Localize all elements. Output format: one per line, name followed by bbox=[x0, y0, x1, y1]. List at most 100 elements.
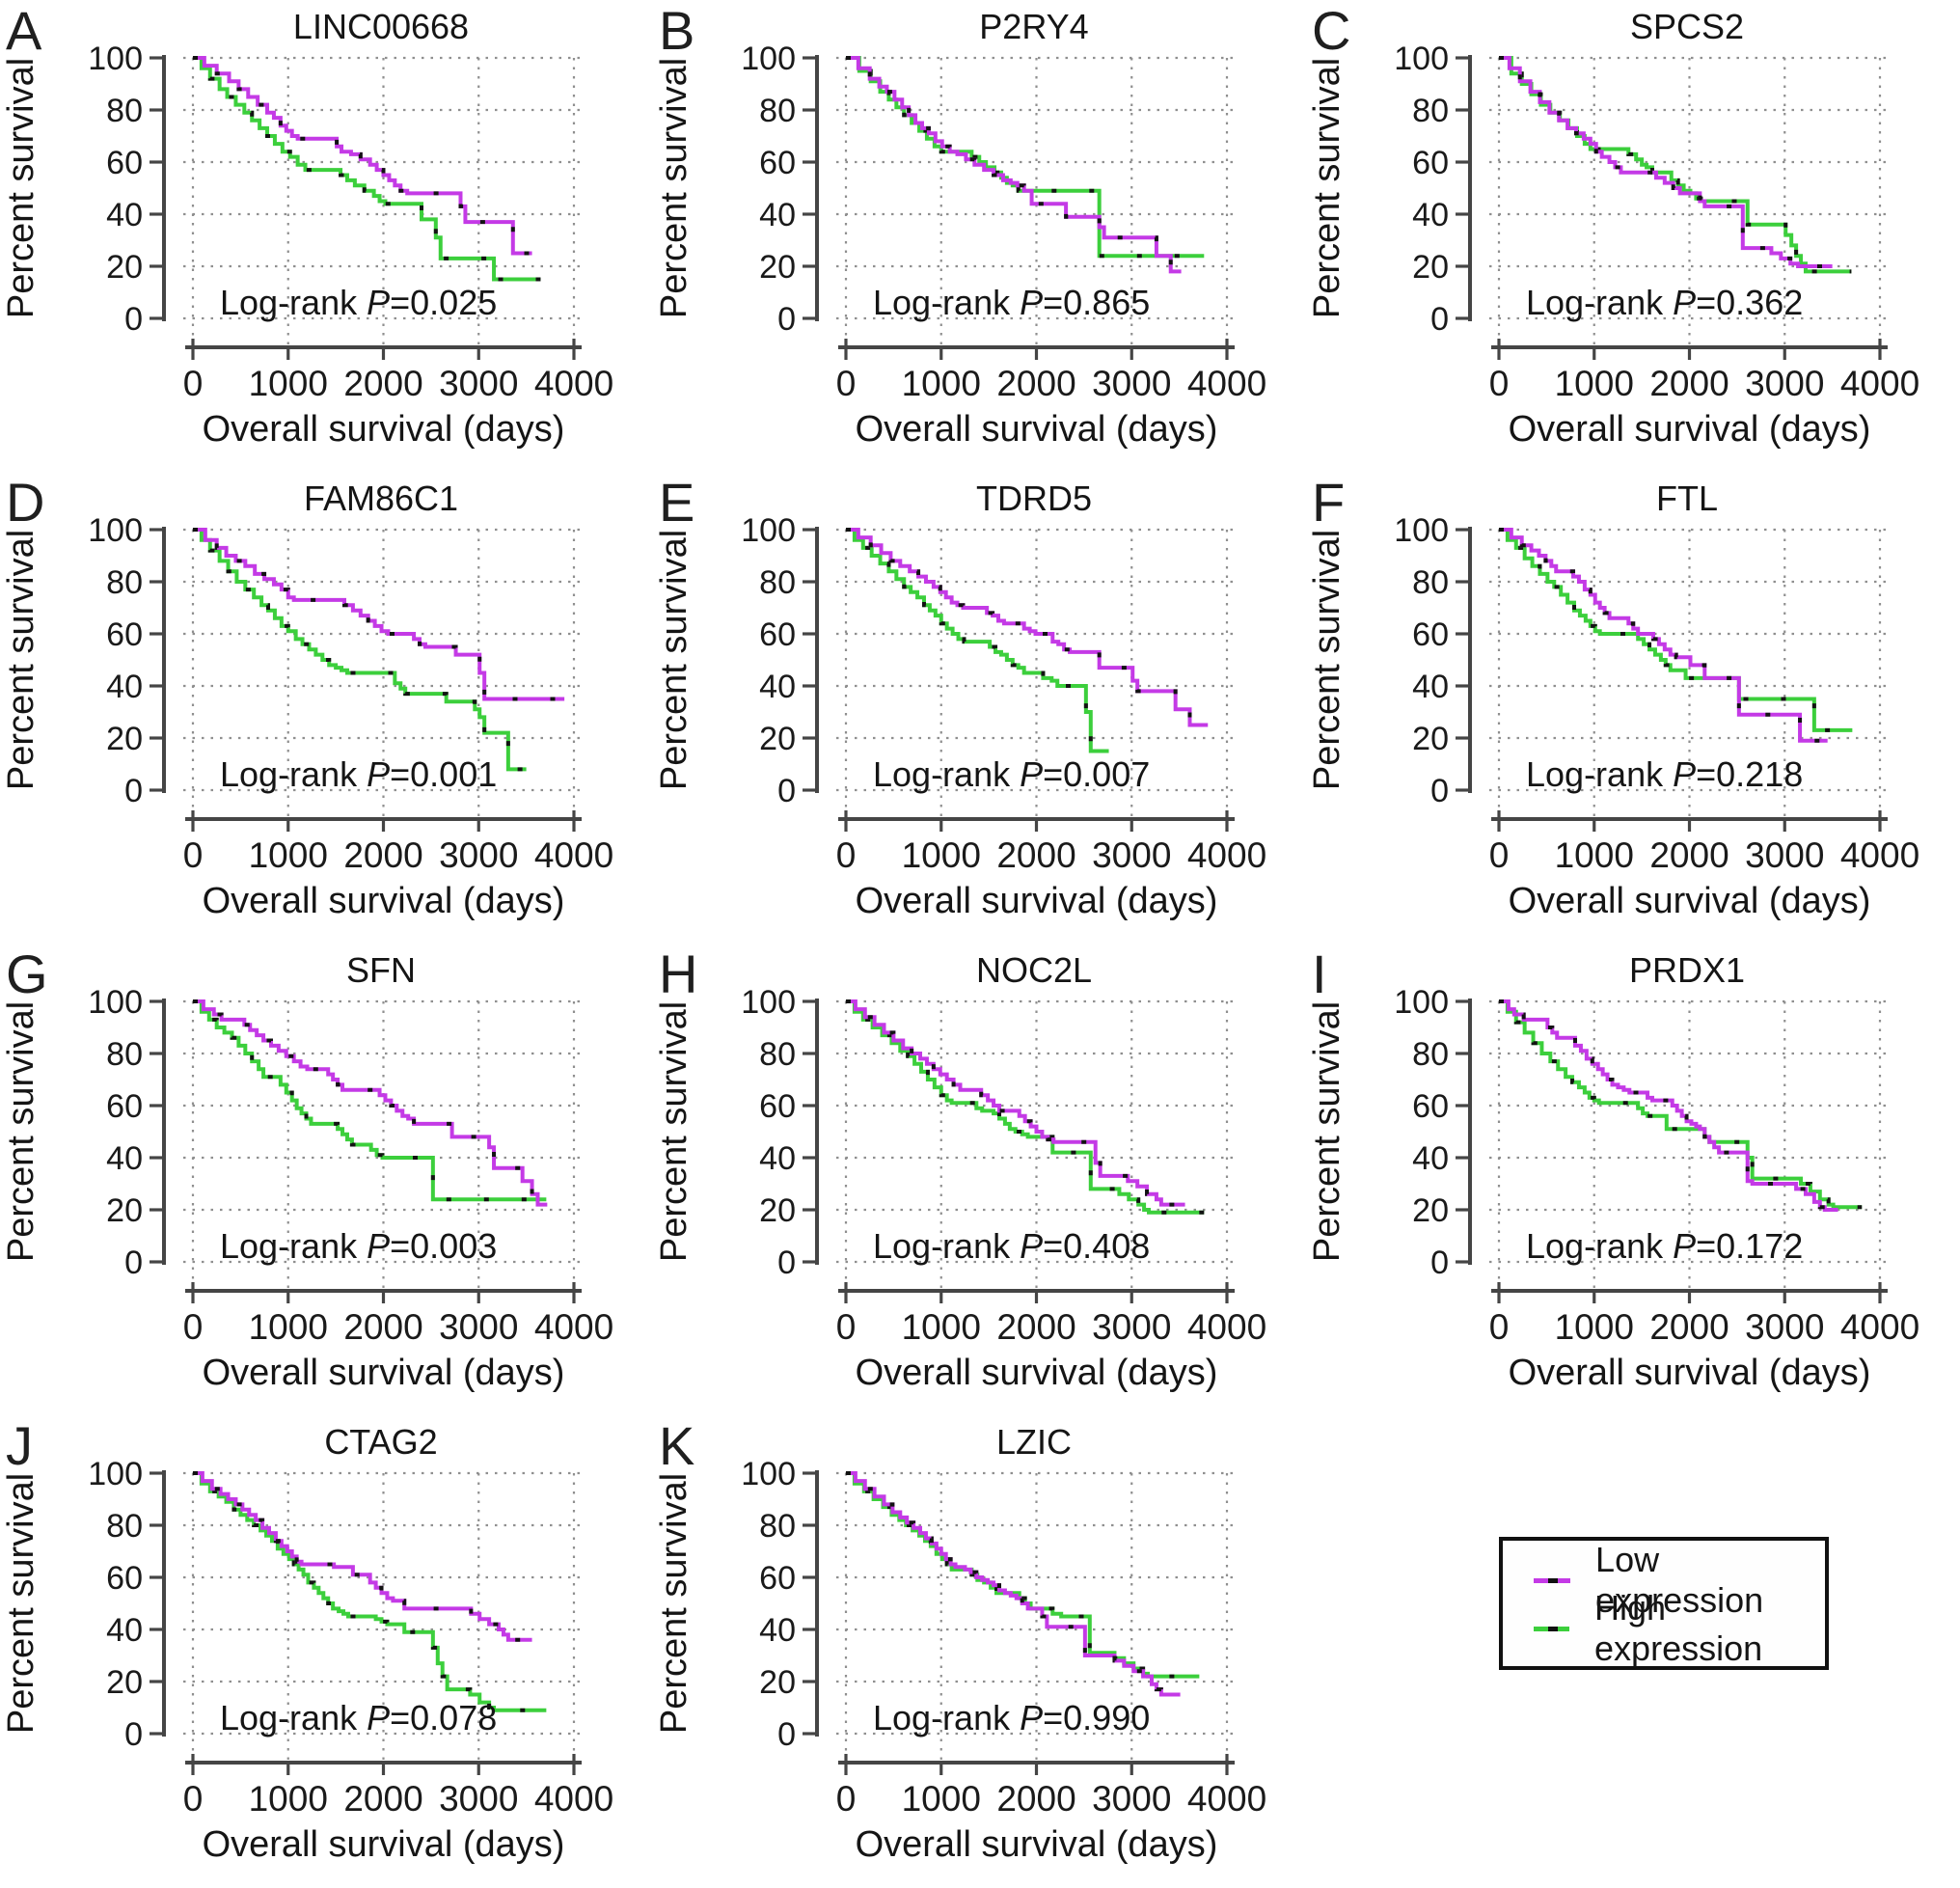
y-tick-label: 80 bbox=[106, 93, 143, 129]
legend-cell: Low expression High expression bbox=[1306, 1415, 1959, 1887]
x-tick-label: 2000 bbox=[996, 364, 1075, 403]
p-value: =0.408 bbox=[1043, 1226, 1151, 1266]
y-tick-label: 40 bbox=[1412, 197, 1449, 233]
panel-title: SFN bbox=[346, 950, 416, 990]
low-expression-line-swatch bbox=[1534, 1577, 1571, 1583]
x-axis-title: Overall survival (days) bbox=[1509, 1353, 1871, 1393]
logrank-pvalue: Log-rank P=0.007 bbox=[873, 754, 1150, 795]
panel-title: PRDX1 bbox=[1628, 950, 1746, 990]
x-axis-title: Overall survival (days) bbox=[1509, 881, 1871, 921]
x-tick-label: 4000 bbox=[534, 364, 613, 403]
km-panel-b: B P2RY4 0 20 40 60 80 100 Percent survival 0 100… bbox=[653, 0, 1306, 472]
km-panel-h: H NOC2L 0 20 40 60 80 100 Percent survival 0 100… bbox=[653, 944, 1306, 1415]
x-axis-title: Overall survival (days) bbox=[856, 409, 1218, 450]
y-tick-label: 60 bbox=[1412, 616, 1449, 653]
x-tick-label: 1000 bbox=[249, 1307, 328, 1347]
x-axis: 0 1000 2000 3000 4000 Overall survival (days) bbox=[836, 810, 1266, 921]
y-tick-label: 20 bbox=[1412, 1192, 1449, 1229]
x-tick-label: 2000 bbox=[996, 835, 1075, 875]
y-axis-title: Percent survival bbox=[1307, 530, 1348, 790]
y-tick-label: 60 bbox=[106, 145, 143, 181]
p-symbol: P bbox=[367, 1226, 391, 1266]
y-tick-label: 0 bbox=[777, 1245, 796, 1281]
km-plot: 0 20 40 60 80 100 Percent survival 0 1000 2000 300… bbox=[1, 984, 613, 1393]
y-tick-label: 100 bbox=[88, 41, 143, 77]
km-panel-c: C SPCS2 0 20 40 60 80 100 Percent survival 0 100… bbox=[1306, 0, 1959, 472]
y-tick-label: 100 bbox=[1394, 512, 1449, 549]
high-expression-curve bbox=[846, 56, 1205, 259]
panel-title: SPCS2 bbox=[1629, 7, 1745, 46]
x-tick-label: 4000 bbox=[1840, 835, 1919, 875]
x-axis-title: Overall survival (days) bbox=[856, 1353, 1218, 1393]
x-axis: 0 1000 2000 3000 4000 Overall survival (days) bbox=[183, 1754, 613, 1865]
gridlines bbox=[836, 56, 1239, 344]
censor-marks bbox=[846, 1471, 1200, 1679]
y-tick-label: 100 bbox=[741, 984, 796, 1021]
x-axis: 0 1000 2000 3000 4000 Overall survival (days) bbox=[1489, 339, 1919, 450]
high-expression-line-swatch bbox=[1534, 1626, 1570, 1631]
y-tick-label: 0 bbox=[777, 773, 796, 809]
low-expression-curve bbox=[846, 999, 1185, 1207]
panel-title: CTAG2 bbox=[324, 1422, 438, 1462]
km-plot: 0 20 40 60 80 100 Percent survival 0 1000 2000 300… bbox=[654, 984, 1266, 1393]
censor-marks bbox=[846, 56, 1182, 274]
low-expression-curve bbox=[846, 528, 1209, 727]
panel-letter: G bbox=[6, 944, 48, 1004]
y-axis: 0 20 40 60 80 100 Percent survival bbox=[654, 41, 819, 338]
p-value: =0.865 bbox=[1043, 283, 1151, 322]
x-axis: 0 1000 2000 3000 4000 Overall survival (days) bbox=[1489, 810, 1919, 921]
x-tick-label: 4000 bbox=[534, 1779, 613, 1819]
panel-letter: F bbox=[1312, 472, 1346, 533]
low-expression-curve bbox=[1499, 999, 1838, 1212]
y-tick-label: 20 bbox=[106, 1192, 143, 1229]
logrank-label: Log-rank bbox=[220, 1698, 358, 1738]
censor-marks bbox=[1499, 56, 1833, 268]
x-axis-title: Overall survival (days) bbox=[203, 409, 565, 450]
x-axis: 0 1000 2000 3000 4000 Overall survival (days) bbox=[1489, 1282, 1919, 1393]
x-tick-label: 0 bbox=[836, 364, 857, 403]
km-panel-a: A LINC00668 0 20 40 60 80 100 Percent survival… bbox=[0, 0, 653, 472]
p-symbol: P bbox=[1673, 283, 1697, 322]
high-expression-curve bbox=[1499, 999, 1863, 1210]
x-tick-label: 0 bbox=[183, 364, 204, 403]
y-tick-label: 40 bbox=[1412, 1140, 1449, 1177]
panel-title: NOC2L bbox=[975, 950, 1093, 990]
p-value: =0.172 bbox=[1696, 1226, 1804, 1266]
y-tick-label: 60 bbox=[759, 616, 796, 653]
x-axis: 0 1000 2000 3000 4000 Overall survival (days) bbox=[836, 339, 1266, 450]
y-tick-label: 80 bbox=[1412, 1036, 1449, 1073]
x-axis-title: Overall survival (days) bbox=[203, 1824, 565, 1865]
logrank-label: Log-rank bbox=[1526, 283, 1664, 322]
x-axis: 0 1000 2000 3000 4000 Overall survival (days) bbox=[183, 339, 613, 450]
x-tick-label: 1000 bbox=[902, 1779, 981, 1819]
x-tick-label: 1000 bbox=[1555, 364, 1634, 403]
y-axis-title: Percent survival bbox=[654, 58, 694, 318]
y-tick-label: 60 bbox=[759, 145, 796, 181]
p-symbol: P bbox=[1020, 283, 1044, 322]
logrank-pvalue: Log-rank P=0.865 bbox=[873, 283, 1150, 323]
y-axis-title: Percent survival bbox=[654, 530, 694, 790]
y-axis: 0 20 40 60 80 100 Percent survival bbox=[654, 984, 819, 1281]
y-tick-label: 100 bbox=[88, 512, 143, 549]
y-tick-label: 40 bbox=[759, 1140, 796, 1177]
x-tick-label: 0 bbox=[183, 835, 204, 875]
y-tick-label: 80 bbox=[759, 1508, 796, 1545]
x-axis-title: Overall survival (days) bbox=[856, 881, 1218, 921]
y-tick-label: 40 bbox=[759, 669, 796, 705]
y-tick-label: 100 bbox=[1394, 984, 1449, 1021]
logrank-label: Log-rank bbox=[873, 283, 1011, 322]
y-tick-label: 40 bbox=[759, 197, 796, 233]
logrank-pvalue: Log-rank P=0.362 bbox=[1526, 283, 1803, 323]
low-expression-curve bbox=[846, 56, 1182, 274]
x-axis: 0 1000 2000 3000 4000 Overall survival (days) bbox=[183, 1282, 613, 1393]
logrank-label: Log-rank bbox=[873, 1698, 1011, 1738]
y-axis: 0 20 40 60 80 100 Percent survival bbox=[1, 41, 166, 338]
legend-item-low-expression: Low expression bbox=[1503, 1540, 1825, 1620]
p-symbol: P bbox=[1020, 1226, 1044, 1266]
x-tick-label: 4000 bbox=[1187, 1307, 1266, 1347]
y-tick-label: 60 bbox=[1412, 1088, 1449, 1125]
x-tick-label: 4000 bbox=[534, 835, 613, 875]
censor-marks bbox=[846, 1471, 1181, 1697]
x-tick-label: 2000 bbox=[1649, 835, 1729, 875]
km-plot: 0 20 40 60 80 100 Percent survival 0 1000 2000 300… bbox=[1307, 41, 1919, 450]
